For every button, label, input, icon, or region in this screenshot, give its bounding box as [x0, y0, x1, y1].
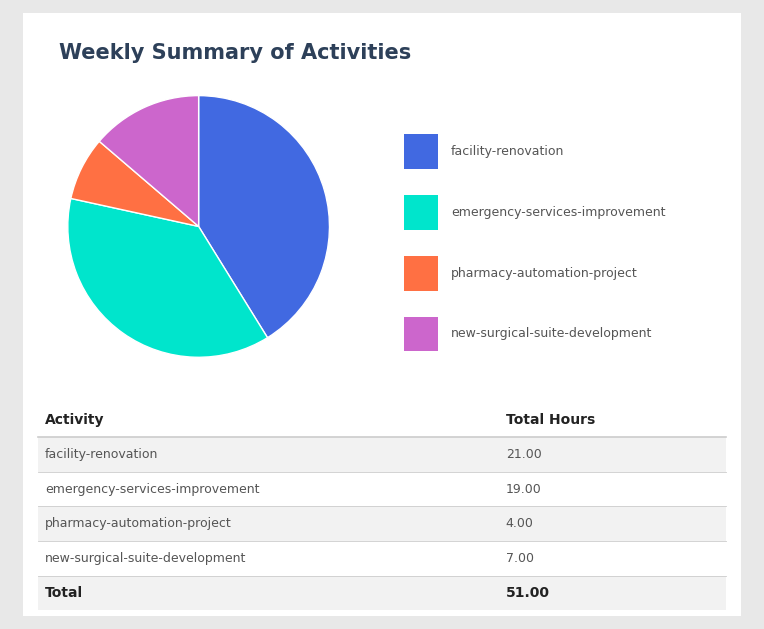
Bar: [38, 576, 726, 610]
Bar: [38, 541, 726, 576]
Text: new-surgical-suite-development: new-surgical-suite-development: [451, 328, 652, 340]
Text: 21.00: 21.00: [506, 448, 542, 461]
Text: pharmacy-automation-project: pharmacy-automation-project: [451, 267, 638, 280]
Wedge shape: [99, 96, 199, 226]
Text: 4.00: 4.00: [506, 517, 533, 530]
Text: Total: Total: [45, 586, 83, 600]
Text: emergency-services-improvement: emergency-services-improvement: [451, 206, 665, 219]
Bar: [38, 506, 726, 541]
Text: Activity: Activity: [45, 413, 105, 427]
Text: 19.00: 19.00: [506, 482, 542, 496]
Bar: [38, 437, 726, 472]
Wedge shape: [68, 199, 267, 357]
Wedge shape: [71, 142, 199, 226]
FancyBboxPatch shape: [404, 135, 438, 169]
Text: 7.00: 7.00: [506, 552, 534, 565]
Wedge shape: [199, 96, 329, 338]
Text: emergency-services-improvement: emergency-services-improvement: [45, 482, 260, 496]
Bar: [38, 472, 726, 506]
Text: Weekly Summary of Activities: Weekly Summary of Activities: [59, 43, 411, 63]
Text: new-surgical-suite-development: new-surgical-suite-development: [45, 552, 247, 565]
FancyBboxPatch shape: [404, 195, 438, 230]
Text: 51.00: 51.00: [506, 586, 550, 600]
FancyBboxPatch shape: [404, 256, 438, 291]
Text: pharmacy-automation-project: pharmacy-automation-project: [45, 517, 231, 530]
Text: Total Hours: Total Hours: [506, 413, 595, 427]
Text: facility-renovation: facility-renovation: [45, 448, 158, 461]
FancyBboxPatch shape: [404, 316, 438, 352]
Text: facility-renovation: facility-renovation: [451, 145, 565, 159]
